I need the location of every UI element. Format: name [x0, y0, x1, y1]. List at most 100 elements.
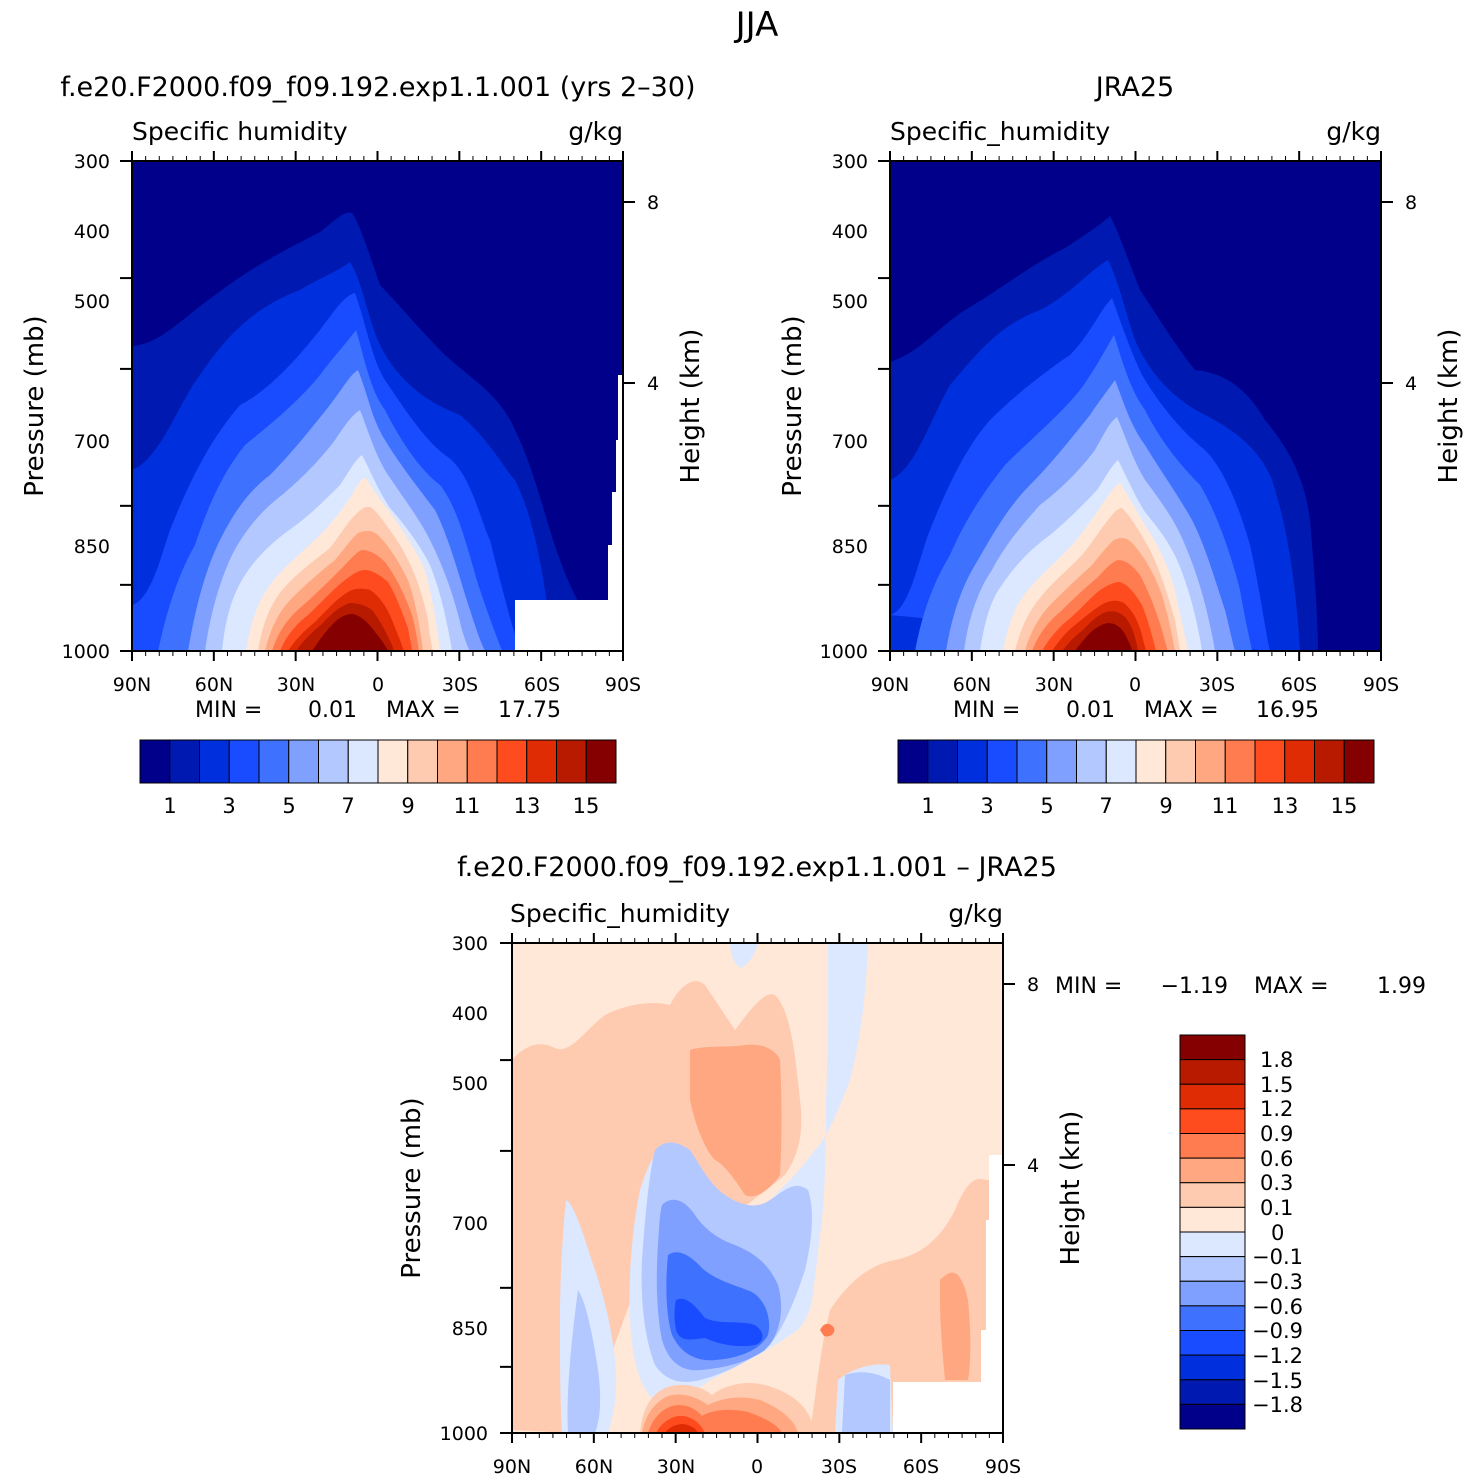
- y-axis-title: Pressure (mb): [778, 315, 808, 496]
- colorbar-label: 0: [1271, 1221, 1284, 1245]
- xtick: 0: [1129, 674, 1141, 696]
- ytick: 500: [74, 291, 110, 313]
- colorbar-swatch: [1179, 1280, 1246, 1307]
- colorbar-swatch: [1165, 739, 1196, 784]
- right-axis-title: Height (km): [1434, 329, 1464, 484]
- panel-model: f.e20.F2000.f09_f09.192.exp1.1.001 (yrs …: [20, 72, 706, 818]
- colorbar-label: −1.8: [1252, 1393, 1303, 1417]
- colorbar-label: 5: [282, 794, 295, 818]
- height-tick: 4: [1405, 373, 1417, 395]
- colorbar-label: −1.5: [1252, 1369, 1303, 1393]
- min-label: MIN =: [953, 698, 1020, 723]
- ytick: 400: [452, 1003, 488, 1025]
- xtick: 90N: [493, 1456, 531, 1478]
- colorbar-swatch: [1135, 739, 1167, 784]
- ytick: 700: [74, 431, 110, 453]
- ytick: 500: [452, 1073, 488, 1095]
- xtick: 30S: [821, 1456, 857, 1478]
- colorbar-swatch: [1179, 1083, 1246, 1110]
- colorbar-label: 11: [1212, 794, 1239, 818]
- variable-label: Specific_humidity: [510, 899, 730, 928]
- colorbar-swatch: [1179, 1182, 1246, 1208]
- colorbar-label: 7: [341, 794, 354, 818]
- colorbar: [139, 739, 617, 784]
- xtick: 90S: [1363, 674, 1399, 696]
- colorbar-swatch: [1254, 739, 1286, 784]
- colorbar: [897, 739, 1375, 784]
- units-label: g/kg: [948, 899, 1003, 928]
- right-axis-title: Height (km): [676, 329, 706, 484]
- colorbar-swatch: [1343, 739, 1375, 784]
- min-label: MIN =: [1055, 974, 1122, 999]
- colorbar-label: 15: [573, 794, 600, 818]
- colorbar-swatch: [1179, 1305, 1246, 1331]
- height-tick: 4: [647, 373, 659, 395]
- colorbar-swatch: [1195, 739, 1226, 784]
- colorbar-label: 9: [401, 794, 414, 818]
- max-label: MAX =: [386, 698, 461, 723]
- ytick: 300: [74, 151, 110, 173]
- colorbar-swatch: [1179, 1379, 1246, 1405]
- colorbar-label: −0.1: [1252, 1245, 1303, 1269]
- colorbar-label: 0.9: [1260, 1122, 1293, 1146]
- xtick: 0: [751, 1456, 763, 1478]
- colorbar-swatch: [1016, 739, 1048, 784]
- contour-plot: [132, 161, 623, 651]
- colorbar-swatch: [1314, 739, 1345, 784]
- colorbar-swatch: [258, 739, 290, 784]
- min-value: 0.01: [1066, 698, 1115, 723]
- colorbar-label: 1: [921, 794, 934, 818]
- axis-ticks: [500, 933, 1015, 1443]
- colorbar-swatch: [1179, 1256, 1246, 1282]
- xtick: 30N: [277, 674, 315, 696]
- height-tick: 8: [1027, 974, 1039, 996]
- ytick: 850: [74, 536, 110, 558]
- min-value: 0.01: [308, 698, 357, 723]
- panel-difference: f.e20.F2000.f09_f09.192.exp1.1.001 – JRA…: [397, 852, 1426, 1478]
- xtick: 30N: [657, 1456, 695, 1478]
- xtick: 90S: [985, 1456, 1021, 1478]
- xtick: 60S: [903, 1456, 939, 1478]
- xtick: 90N: [113, 674, 151, 696]
- colorbar-label: 1.8: [1260, 1048, 1293, 1072]
- colorbar-label: −0.6: [1252, 1295, 1303, 1319]
- colorbar-label: 9: [1159, 794, 1172, 818]
- max-value: 1.99: [1377, 974, 1426, 999]
- ytick: 400: [74, 221, 110, 243]
- max-value: 16.95: [1256, 698, 1319, 723]
- colorbar-swatch: [466, 739, 498, 784]
- colorbar-label: −1.2: [1252, 1344, 1303, 1368]
- colorbar-swatch: [986, 739, 1018, 784]
- right-axis-title: Height (km): [1056, 1111, 1086, 1266]
- colorbar-swatch: [377, 739, 409, 784]
- colorbar-swatch: [437, 739, 468, 784]
- xtick: 60N: [195, 674, 233, 696]
- colorbar-swatch: [318, 739, 349, 784]
- colorbar-label: 3: [222, 794, 235, 818]
- colorbar-swatch: [1179, 1403, 1246, 1430]
- ytick: 700: [832, 431, 868, 453]
- xtick: 60S: [1281, 674, 1317, 696]
- xtick: 30S: [1199, 674, 1235, 696]
- height-tick: 4: [1027, 1155, 1039, 1177]
- colorbar-swatch: [1284, 739, 1315, 784]
- axis-ticks: [878, 151, 1393, 661]
- colorbar-label: 13: [514, 794, 541, 818]
- colorbar-label: 13: [1272, 794, 1299, 818]
- xtick: 0: [372, 674, 384, 696]
- min-label: MIN =: [195, 698, 262, 723]
- colorbar-swatch: [1179, 1059, 1246, 1085]
- colorbar-swatch: [288, 739, 319, 784]
- colorbar-swatch: [1105, 739, 1137, 784]
- colorbar-swatch: [1179, 1231, 1246, 1258]
- colorbar-swatch: [897, 739, 929, 784]
- colorbar-label: 0.1: [1260, 1196, 1293, 1220]
- colorbar-label: 0.3: [1260, 1171, 1293, 1195]
- colorbar-label: 5: [1040, 794, 1053, 818]
- ytick: 1000: [820, 641, 868, 663]
- xtick: 30N: [1035, 674, 1073, 696]
- panel-title: JRA25: [1094, 72, 1174, 103]
- contour-plot: [512, 943, 1003, 1433]
- height-tick: 8: [647, 192, 659, 214]
- colorbar-swatch: [1179, 1354, 1246, 1381]
